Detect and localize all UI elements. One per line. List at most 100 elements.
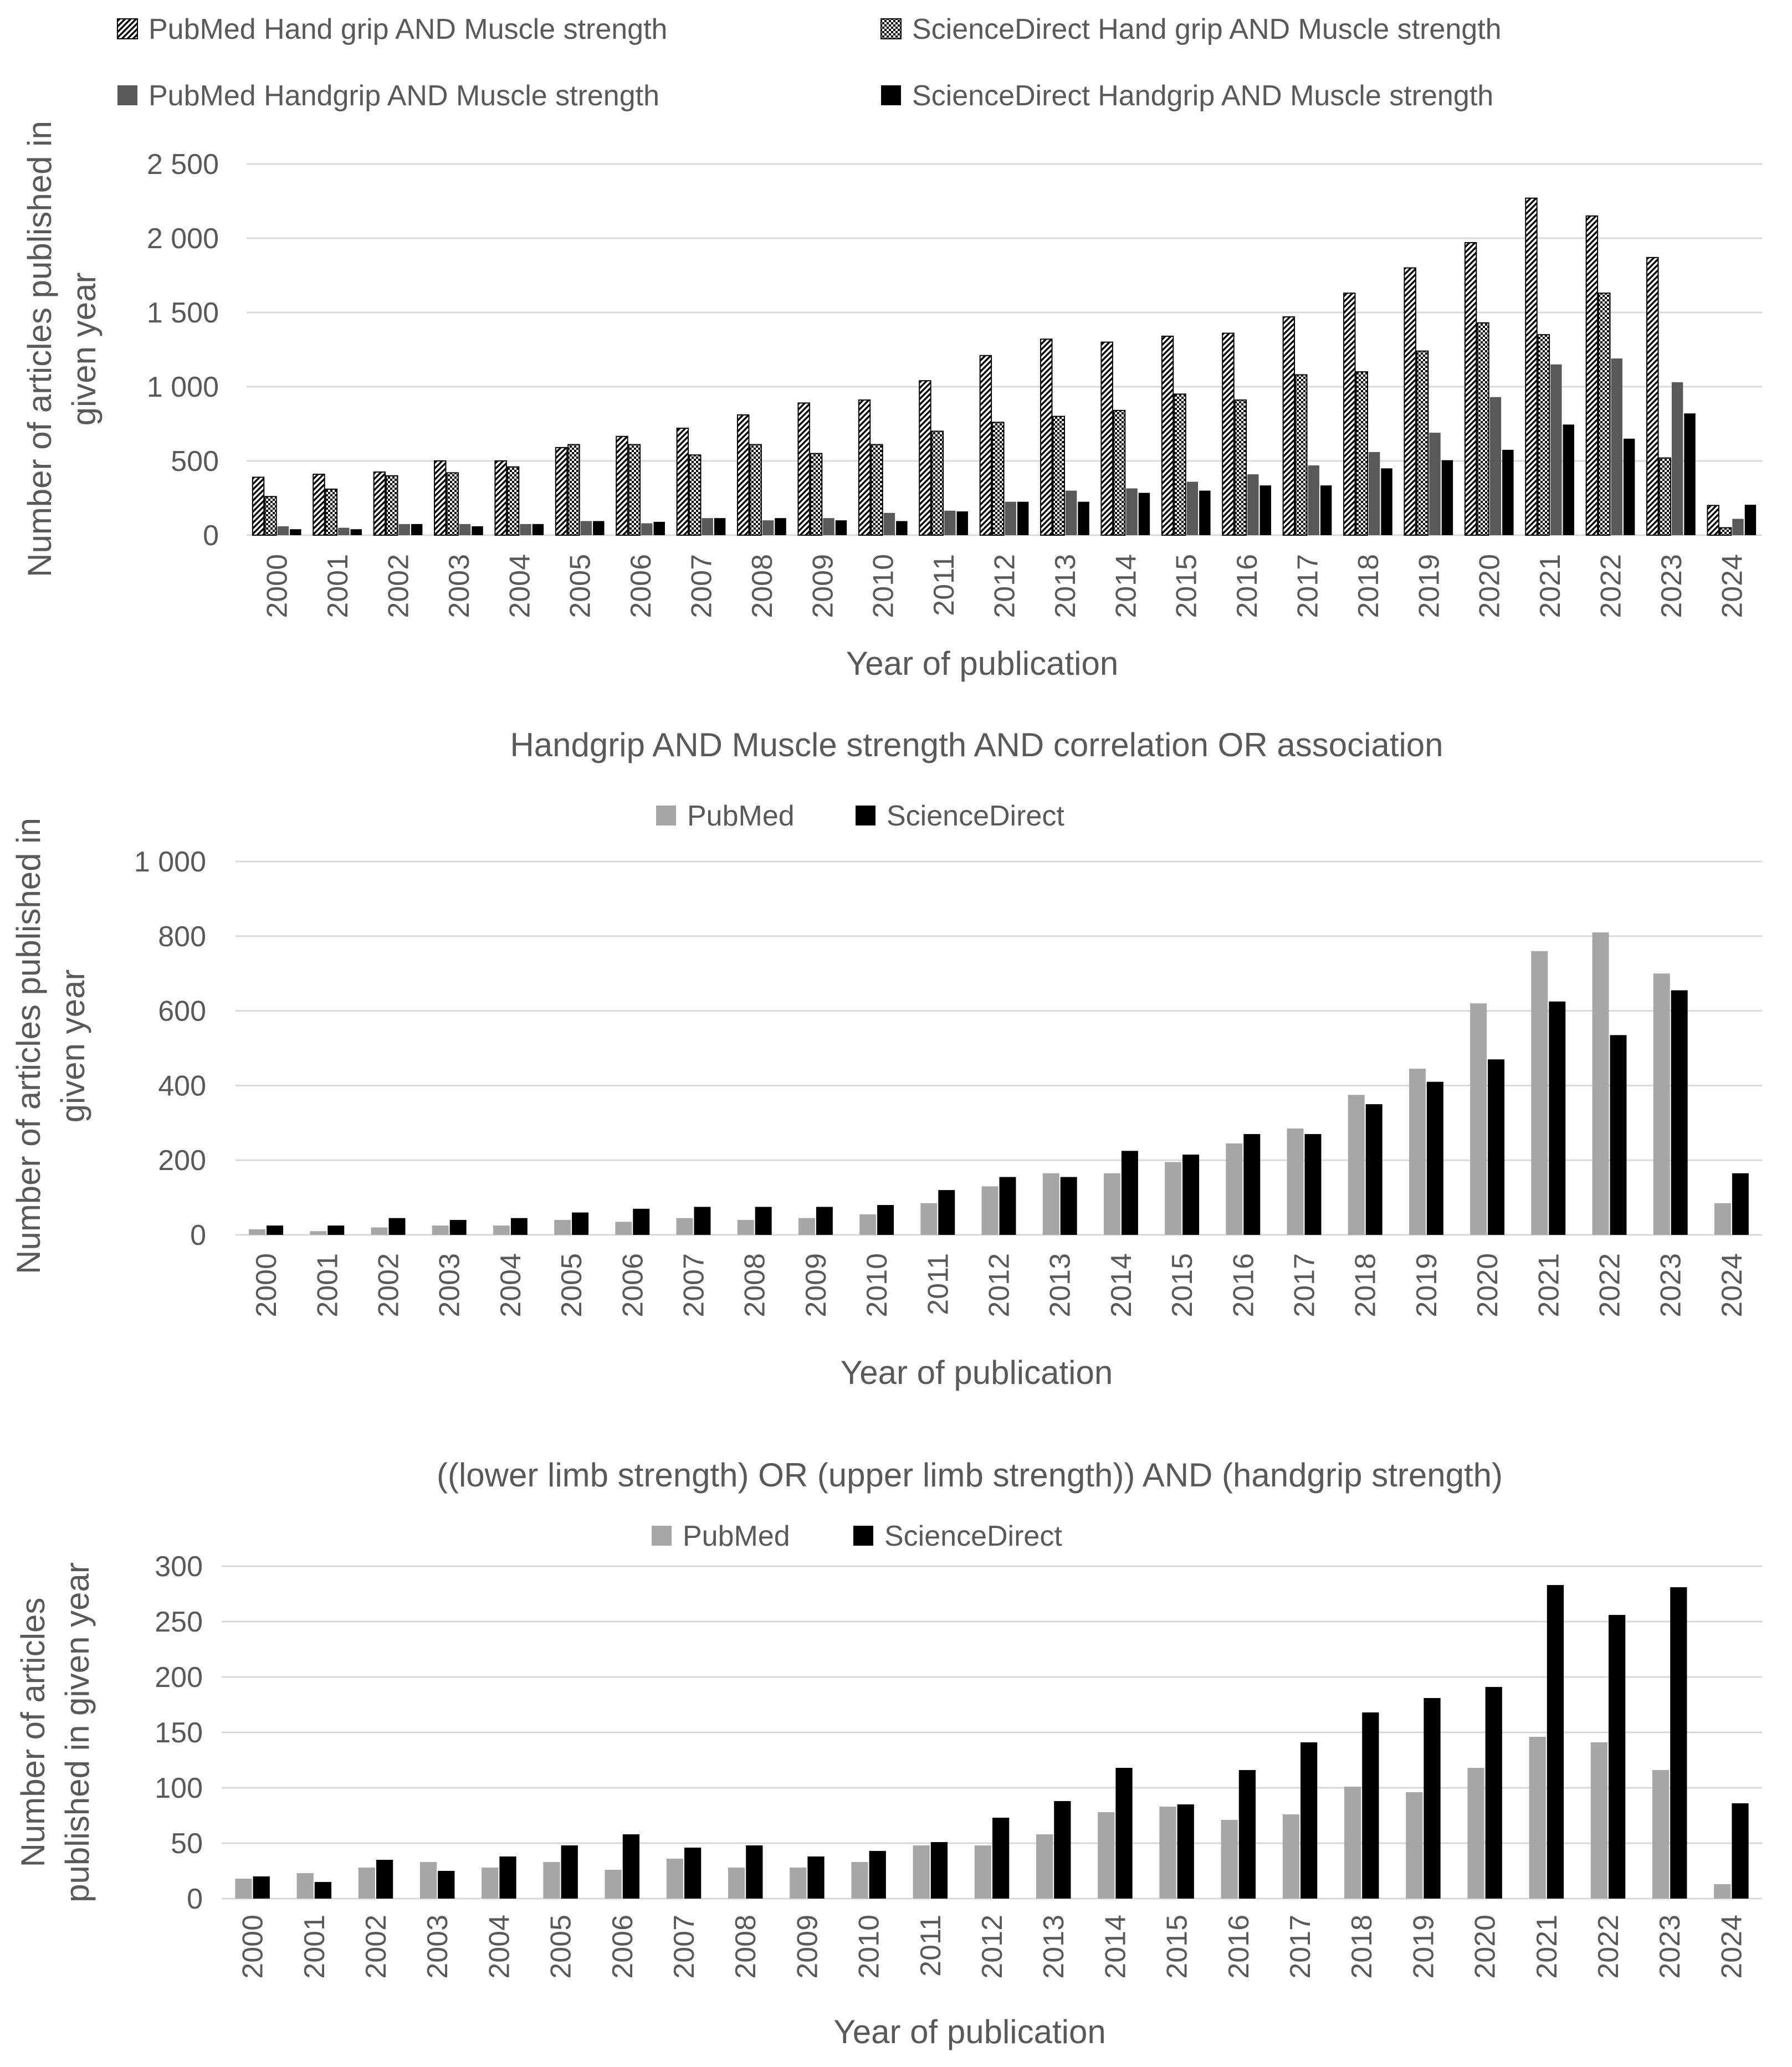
bar-pubmed-handgrip-and-muscle-strength-2024 [1732,519,1744,535]
x-tick-label: 2012 [984,1253,1016,1317]
bar-pubmed-hand-grip-and-muscle-strength-2015 [1161,335,1174,536]
bar-pubmed-2005 [554,1220,571,1235]
bar-sciencedirect-handgrip-and-muscle-strength-2004 [532,524,544,535]
bar-sciencedirect-hand-grip-and-muscle-strength-2007 [689,454,702,536]
x-tick-label: 2015 [1166,1253,1199,1317]
x-tick-label: 2013 [1038,1915,1070,1979]
x-tick-label: 2005 [565,554,597,618]
y-axis-label: published in given year [59,1562,96,1902]
legend-swatch [853,1526,873,1546]
bar-pubmed-2018 [1348,1095,1365,1235]
legend-label: PubMed [687,800,795,832]
bar-pubmed-2022 [1592,932,1609,1235]
x-tick-label: 2019 [1413,554,1445,618]
bar-pubmed-2018 [1344,1787,1361,1899]
bar-pubmed-2021 [1531,951,1548,1235]
x-tick-label: 2023 [1656,554,1688,618]
bar-sciencedirect-2023 [1671,990,1688,1235]
x-tick-label: 2022 [1595,554,1627,618]
bar-pubmed-handgrip-and-muscle-strength-2018 [1368,452,1380,535]
bar-sciencedirect-hand-grip-and-muscle-strength-2003 [446,472,459,536]
x-tick-label: 2003 [443,554,475,618]
bar-sciencedirect-2019 [1426,1081,1443,1235]
bar-pubmed-2024 [1714,1884,1731,1899]
bar-sciencedirect-2009 [816,1207,833,1235]
bar-pubmed-2024 [1714,1203,1731,1235]
bar-sciencedirect-handgrip-and-muscle-strength-2018 [1381,468,1392,535]
x-tick-label: 2003 [434,1253,466,1317]
bar-sciencedirect-2007 [694,1207,711,1235]
x-tick-label: 2024 [1716,1915,1748,1979]
bar-sciencedirect-2000 [267,1225,284,1235]
bar-sciencedirect-2007 [684,1848,702,1899]
bar-pubmed-hand-grip-and-muscle-strength-2014 [1100,341,1113,536]
bar-pubmed-handgrip-and-muscle-strength-2011 [944,510,956,535]
bar-sciencedirect-hand-grip-and-muscle-strength-2013 [1052,416,1065,536]
bar-sciencedirect-handgrip-and-muscle-strength-2006 [653,521,665,535]
x-tick-label: 2000 [250,1253,283,1317]
bar-pubmed-hand-grip-and-muscle-strength-2009 [797,402,810,536]
x-axis-label: Year of publication [833,2013,1105,2050]
bar-pubmed-2008 [728,1868,745,1899]
bar-sciencedirect-2008 [746,1845,763,1899]
bar-pubmed-2011 [913,1845,930,1899]
bar-pubmed-2001 [296,1873,314,1899]
bar-sciencedirect-hand-grip-and-muscle-strength-2018 [1355,371,1368,536]
bar-pubmed-handgrip-and-muscle-strength-2005 [580,521,592,535]
bar-sciencedirect-2019 [1424,1698,1441,1899]
bar-sciencedirect-handgrip-and-muscle-strength-2005 [593,521,605,535]
bar-sciencedirect-hand-grip-and-muscle-strength-2016 [1234,399,1247,536]
bar-sciencedirect-2009 [807,1856,825,1899]
x-tick-label: 2000 [237,1915,269,1979]
bar-pubmed-handgrip-and-muscle-strength-2015 [1186,481,1199,535]
x-tick-label: 2014 [1105,1253,1138,1317]
bar-pubmed-2022 [1590,1742,1607,1899]
bar-pubmed-handgrip-and-muscle-strength-2016 [1247,474,1259,535]
chart-correlation-association: Handgrip AND Muscle strength AND correla… [10,726,1762,1391]
bar-sciencedirect-hand-grip-and-muscle-strength-2012 [992,422,1005,536]
y-tick-label: 0 [203,520,219,552]
x-tick-label: 2016 [1227,1253,1259,1317]
bar-sciencedirect-handgrip-and-muscle-strength-2023 [1684,413,1696,535]
legend-label: PubMed Hand grip AND Muscle strength [149,13,667,45]
bar-sciencedirect-hand-grip-and-muscle-strength-2015 [1174,393,1186,536]
bar-pubmed-2013 [1036,1834,1053,1899]
x-tick-label: 2017 [1292,554,1324,618]
x-tick-label: 2009 [791,1915,823,1979]
legend-swatch [856,806,875,825]
bar-pubmed-2015 [1165,1162,1182,1235]
bar-sciencedirect-hand-grip-and-muscle-strength-2004 [506,466,520,536]
legend-swatch [880,18,902,39]
x-tick-label: 2024 [1716,554,1748,618]
bar-pubmed-handgrip-and-muscle-strength-2004 [520,524,531,535]
bar-pubmed-2015 [1159,1807,1176,1899]
x-tick-label: 2013 [1049,554,1082,618]
bar-pubmed-2007 [676,1218,693,1235]
x-tick-label: 2021 [1531,1915,1563,1979]
bar-pubmed-2017 [1287,1128,1304,1235]
x-tick-label: 2021 [1534,554,1566,618]
x-tick-label: 2022 [1594,1253,1626,1317]
x-tick-label: 2019 [1411,1253,1443,1317]
bar-pubmed-handgrip-and-muscle-strength-2014 [1126,488,1138,535]
x-tick-label: 2022 [1593,1915,1625,1979]
bar-sciencedirect-hand-grip-and-muscle-strength-2011 [931,430,944,536]
bar-sciencedirect-handgrip-and-muscle-strength-2000 [290,529,301,535]
x-tick-label: 2013 [1045,1253,1077,1317]
bar-pubmed-2004 [482,1868,499,1899]
x-tick-label: 2024 [1716,1253,1748,1317]
x-tick-label: 2002 [373,1253,405,1317]
bar-sciencedirect-hand-grip-and-muscle-strength-2009 [810,453,823,536]
bar-pubmed-2005 [543,1862,560,1899]
y-tick-label: 250 [155,1606,203,1638]
bar-pubmed-hand-grip-and-muscle-strength-2000 [252,476,265,536]
chart-title: ((lower limb strength) OR (upper limb st… [437,1456,1503,1494]
bar-pubmed-2002 [371,1227,388,1235]
x-tick-label: 2006 [625,554,657,618]
x-tick-label: 2020 [1472,1253,1504,1317]
x-tick-label: 2007 [686,554,718,618]
bar-sciencedirect-handgrip-and-muscle-strength-2019 [1441,460,1453,535]
bar-pubmed-hand-grip-and-muscle-strength-2013 [1040,338,1053,536]
bar-sciencedirect-hand-grip-and-muscle-strength-2019 [1416,350,1429,536]
